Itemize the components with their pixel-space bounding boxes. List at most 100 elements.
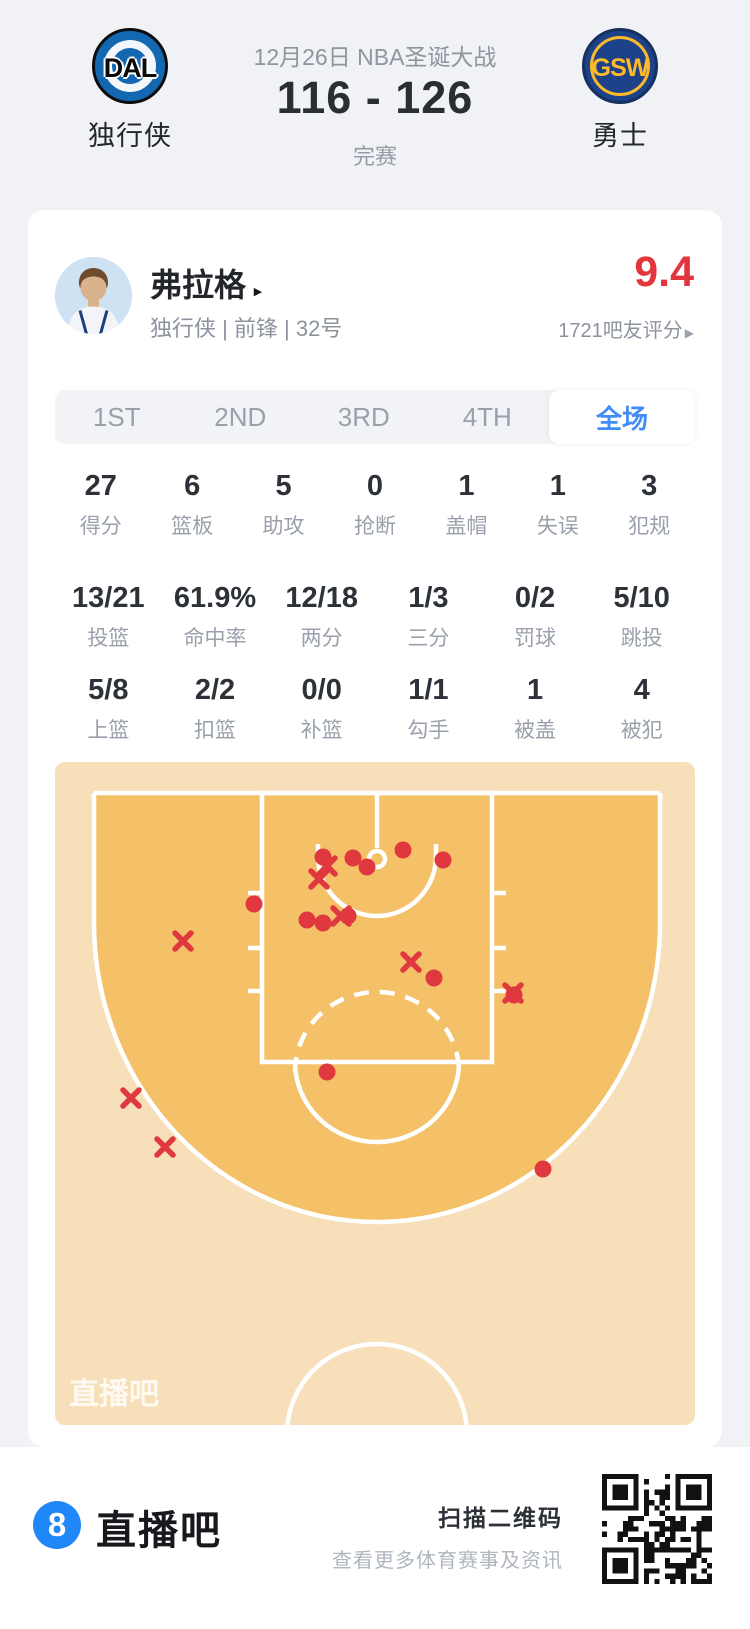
shot-chart: 直播吧 [55, 762, 695, 1425]
stat-label: 跳投 [620, 627, 663, 650]
stat-value: 61.9% [173, 582, 257, 614]
stat-label: 被犯 [620, 719, 663, 742]
made-shot-marker [318, 1063, 336, 1081]
stat-value: 0 [366, 470, 384, 502]
brand-name: 直播吧 [96, 1509, 222, 1553]
stat-value: 1/1 [408, 674, 449, 706]
stat-value: 0/0 [301, 674, 342, 706]
stat-cell: 0 抢断 [329, 470, 420, 540]
center-circle [285, 1341, 469, 1425]
missed-shot-marker [502, 982, 524, 1004]
stat-cell: 2/2 扣篮 [162, 674, 269, 744]
stats-row-shot-types: 5/8 上篮 2/2 扣篮 0/0 补篮 1/1 勾手 1 被盖 4 被犯 [55, 674, 695, 744]
stat-value: 13/21 [72, 582, 145, 614]
away-team: GSW 勇士 [540, 28, 700, 153]
shot-markers [120, 841, 552, 1178]
half-court: 直播吧 [55, 762, 695, 1425]
stat-cell: 5 助攻 [238, 470, 329, 540]
scan-title: 扫描二维码 [438, 1505, 563, 1531]
tab-3RD[interactable]: 3RD [337, 401, 390, 432]
stat-cell: 5/8 上篮 [55, 674, 162, 744]
stat-label: 三分 [407, 627, 450, 650]
made-shot-marker [425, 969, 443, 987]
missed-shot-marker [154, 1136, 176, 1158]
stat-cell: 5/10 跳投 [588, 582, 695, 652]
tab-2ND[interactable]: 2ND [214, 401, 267, 432]
court-three-point-area [94, 793, 660, 1222]
stat-cell: 4 被犯 [588, 674, 695, 744]
made-shot-marker [534, 1160, 552, 1178]
stat-value: 12/18 [285, 582, 358, 614]
match-header: DAL 独行侠 12月26日 NBA圣诞大战 116 - 126 完赛 GSW … [0, 0, 750, 210]
missed-shot-marker [316, 855, 338, 877]
made-shot-marker [245, 895, 263, 913]
gsw-team-logo: GSW [582, 28, 658, 104]
tab-4TH[interactable]: 4TH [462, 401, 512, 432]
stats-row-shooting: 13/21 投篮 61.9% 命中率 12/18 两分 1/3 三分 0/2 罚球 5/10 跳投 [55, 582, 695, 652]
court-watermark: 直播吧 [69, 1378, 159, 1411]
player-stats-card: 弗拉格 ▸ 独行侠 | 前锋 | 32号 9.4 1721吧友评分 ▶ 1ST 2ND… [28, 210, 722, 1447]
dal-team-logo: DAL [92, 28, 168, 104]
gsw-logo-text: GSW [591, 54, 650, 82]
stat-value: 5/10 [613, 582, 670, 614]
stat-cell: 0/0 补篮 [268, 674, 375, 744]
stat-value: 1/3 [408, 582, 449, 614]
made-shot-marker [344, 849, 362, 867]
stats-row-main: 27 得分 6 篮板 5 助攻 0 抢断 1 盖帽 1 失误 3 犯规 [55, 470, 695, 540]
stat-cell: 1 被盖 [482, 674, 589, 744]
stat-cell: 0/2 罚球 [482, 582, 589, 652]
stat-label: 补篮 [300, 719, 343, 742]
made-shot-marker [314, 914, 332, 932]
stat-cell: 1 盖帽 [421, 470, 512, 540]
free-throw-circle-dashed [292, 989, 462, 1073]
free-throw-circle-solid [292, 1061, 462, 1145]
player-rating: 9.4 [634, 248, 694, 296]
stat-value: 6 [184, 470, 201, 502]
match-score: 116 - 126 [276, 72, 474, 123]
player-more-icon: ▸ [254, 283, 262, 300]
stat-value: 0/2 [514, 582, 556, 614]
scan-subtitle: 查看更多体育赛事及资讯 [332, 1550, 563, 1572]
event-title: 12月26日 NBA圣诞大战 [253, 44, 497, 70]
made-shot-marker [358, 858, 376, 876]
rating-votes-link[interactable]: 1721吧友评分 ▶ [558, 320, 694, 342]
stat-label: 投篮 [87, 627, 130, 650]
home-team: DAL 独行侠 [50, 28, 210, 153]
footer: 8 直播吧 扫描二维码 查看更多体育赛事及资讯 [0, 1447, 750, 1629]
player-photo [55, 257, 132, 334]
stat-label: 篮板 [171, 515, 214, 538]
stat-cell: 3 犯规 [604, 470, 695, 540]
stat-cell: 12/18 两分 [268, 582, 375, 652]
missed-shot-marker [400, 951, 422, 973]
player-name[interactable]: 弗拉格 ▸ [150, 267, 262, 303]
stat-label: 犯规 [628, 515, 671, 538]
stat-label: 盖帽 [445, 515, 488, 538]
rating-more-icon: ▶ [684, 326, 694, 340]
tab-1ST[interactable]: 1ST [92, 401, 141, 432]
stat-label: 助攻 [262, 515, 305, 538]
missed-shot-marker [172, 930, 194, 952]
match-center-info: 12月26日 NBA圣诞大战 116 - 126 完赛 [160, 0, 590, 210]
missed-shot-marker [120, 1087, 142, 1109]
dal-logo-text: DAL [103, 53, 158, 83]
stat-label: 勾手 [407, 719, 450, 742]
stat-label: 失误 [536, 515, 579, 538]
stat-cell: 1/3 三分 [375, 582, 482, 652]
made-shot-marker [434, 851, 452, 869]
stat-value: 5/8 [88, 674, 129, 706]
stat-value: 4 [633, 674, 650, 706]
stat-label: 得分 [79, 515, 122, 538]
stat-cell: 1 失误 [512, 470, 603, 540]
stat-cell: 6 篮板 [146, 470, 237, 540]
stat-cell: 61.9% 命中率 [162, 582, 269, 652]
tab-全场[interactable]: 全场 [549, 390, 695, 444]
made-shot-marker [298, 911, 316, 929]
stat-value: 3 [641, 470, 658, 502]
stat-value: 27 [84, 470, 117, 502]
scan-prompt: 扫描二维码 查看更多体育赛事及资讯 [332, 1499, 563, 1573]
player-avatar[interactable] [55, 257, 132, 334]
stat-label: 抢断 [353, 515, 396, 538]
stat-label: 两分 [300, 627, 343, 650]
stat-label: 扣篮 [194, 719, 236, 742]
match-status: 完赛 [352, 144, 397, 169]
